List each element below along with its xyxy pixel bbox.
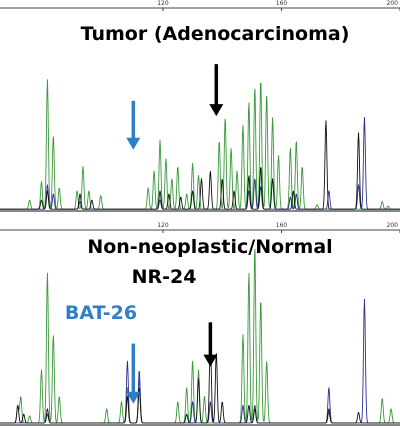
tumor-panel: 120 160 200 Tumor (Adenocarcinoma) bbox=[0, 0, 400, 212]
tumor-arrows bbox=[126, 64, 224, 150]
arrow-head bbox=[126, 391, 141, 404]
arrow-head bbox=[209, 104, 224, 117]
normal-trace-black bbox=[0, 338, 400, 424]
tumor-arrow-black bbox=[209, 64, 224, 117]
tumor-tick-label-200: 200 bbox=[387, 0, 399, 7]
normal-trace-green bbox=[0, 248, 400, 424]
normal-panel-title: Non-neoplastic/Normal bbox=[87, 236, 332, 258]
normal-tick-label-160: 160 bbox=[276, 222, 288, 229]
normal-arrow-blue bbox=[126, 343, 141, 404]
tumor-trace-green bbox=[0, 79, 400, 210]
normal-arrows bbox=[126, 322, 218, 404]
normal-panel: 120 160 200 Non-neoplastic/Normal NR-24 … bbox=[0, 222, 400, 426]
tumor-tick-marks bbox=[162, 8, 400, 11]
tumor-tick-label-120: 120 bbox=[157, 0, 169, 7]
normal-tick-label-200: 200 bbox=[387, 222, 399, 229]
normal-tick-label-120: 120 bbox=[157, 222, 169, 229]
normal-arrow-black bbox=[203, 322, 218, 367]
arrow-head bbox=[203, 354, 218, 367]
tumor-tick-label-160: 160 bbox=[276, 0, 288, 7]
tumor-trace-black bbox=[0, 120, 400, 210]
tumor-traces bbox=[0, 79, 400, 210]
nr-24-label: NR-24 bbox=[132, 266, 197, 288]
bat-26-label: BAT-26 bbox=[65, 302, 137, 324]
normal-traces bbox=[0, 248, 400, 424]
tumor-panel-title: Tumor (Adenocarcinoma) bbox=[81, 23, 350, 45]
normal-tick-marks bbox=[162, 230, 400, 233]
tumor-arrow-blue bbox=[126, 100, 141, 150]
arrow-head bbox=[126, 137, 141, 150]
